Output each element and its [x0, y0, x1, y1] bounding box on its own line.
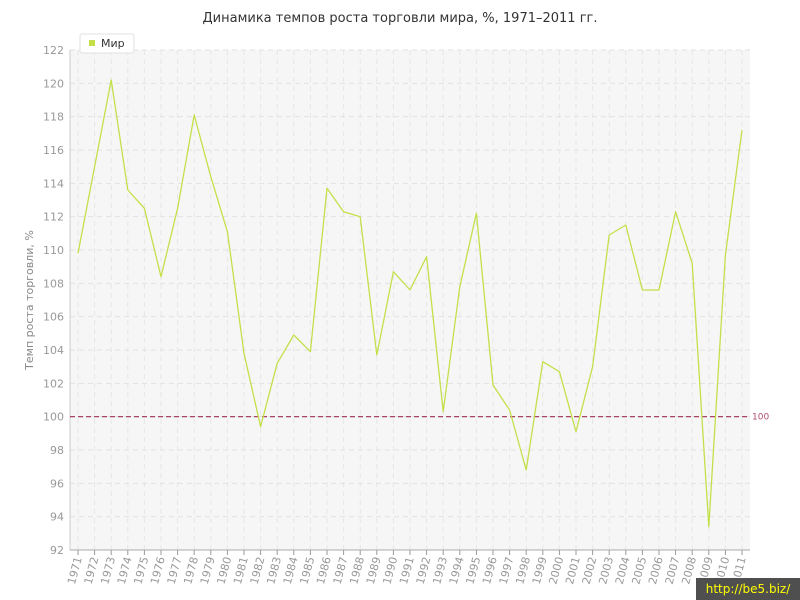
y-tick-label: 94	[50, 511, 64, 524]
reference-line-group: 100	[70, 413, 769, 423]
y-tick-label: 108	[43, 277, 64, 290]
y-tick-label: 96	[50, 477, 64, 490]
y-axis-ticks: 92 94 96 98 100 102 104 106 108 110 112 114 116 118 12…	[43, 44, 64, 557]
legend[interactable]: Мир	[79, 33, 135, 54]
legend-label-mir: Мир	[101, 37, 125, 50]
reference-line-label: 100	[752, 413, 769, 423]
y-tick-label: 98	[50, 444, 64, 457]
y-tick-label: 100	[43, 411, 64, 424]
y-tick-label: 114	[43, 177, 64, 190]
series-line-0	[77, 79, 743, 528]
chart-title: Динамика темпов роста торговли мира, %, …	[203, 11, 598, 26]
series-group	[77, 79, 743, 528]
y-tick-label: 122	[43, 44, 64, 57]
legend-box	[79, 33, 135, 54]
y-tick-label: 106	[43, 311, 64, 324]
y-axis-title: Темп роста торговли, %	[23, 230, 36, 371]
x-axis-ticks: 1971197219731974197519761977197819791980…	[65, 550, 749, 586]
y-tick-label: 112	[43, 211, 64, 224]
y-tick-label: 110	[43, 244, 64, 257]
y-tick-label: 116	[43, 144, 64, 157]
y-tick-label: 104	[43, 344, 64, 357]
y-tick-label: 118	[43, 111, 64, 124]
gridlines	[70, 49, 750, 551]
legend-swatch	[89, 40, 95, 46]
watermark-link[interactable]: http://be5.biz/	[696, 578, 800, 600]
y-tick-label: 92	[50, 544, 64, 557]
y-tick-label: 102	[43, 377, 64, 390]
y-tick-label: 120	[43, 77, 64, 90]
